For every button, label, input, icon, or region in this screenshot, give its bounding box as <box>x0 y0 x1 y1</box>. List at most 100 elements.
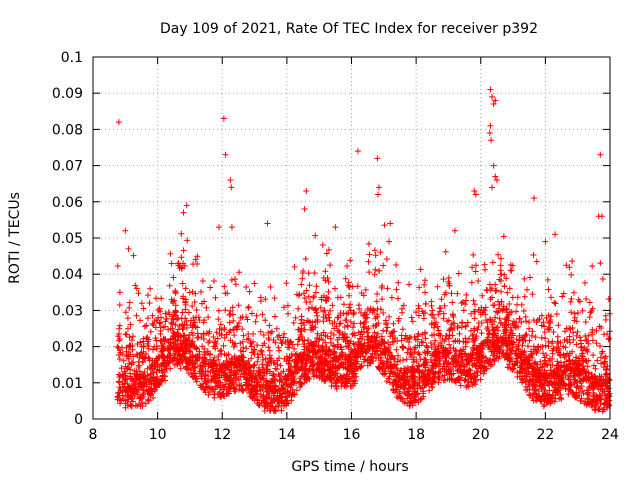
data-point <box>203 330 210 337</box>
data-point <box>133 285 140 292</box>
data-point <box>136 354 143 361</box>
data-point <box>403 365 410 372</box>
data-point <box>343 371 350 378</box>
y-tick-label: 0 <box>74 412 83 428</box>
data-point <box>162 310 169 317</box>
data-point <box>152 386 159 393</box>
data-point <box>283 357 290 364</box>
data-point <box>201 349 208 356</box>
data-point <box>199 277 206 284</box>
data-point <box>243 284 250 291</box>
data-point <box>383 319 390 326</box>
data-point <box>439 349 446 356</box>
data-point <box>523 356 530 363</box>
data-point <box>301 343 308 350</box>
data-point <box>221 334 228 341</box>
data-point <box>216 348 223 355</box>
data-point <box>395 384 402 391</box>
data-point <box>399 326 406 333</box>
data-point <box>346 361 353 368</box>
data-point <box>552 388 559 395</box>
data-point <box>585 398 592 405</box>
data-point <box>166 282 173 289</box>
data-point <box>355 302 362 309</box>
data-point <box>331 318 338 325</box>
data-point <box>146 357 153 364</box>
data-point <box>228 184 235 191</box>
data-point <box>383 328 390 335</box>
data-point <box>478 364 485 371</box>
data-point <box>265 344 272 351</box>
data-point <box>475 365 482 372</box>
data-point <box>470 361 477 368</box>
data-point <box>543 352 550 359</box>
data-point <box>236 269 243 276</box>
data-point <box>494 353 501 360</box>
x-tick-label: 16 <box>343 427 361 443</box>
data-point <box>243 336 250 343</box>
data-point <box>549 382 556 389</box>
data-point <box>443 354 450 361</box>
data-point <box>478 354 485 361</box>
data-point <box>479 364 486 371</box>
data-point <box>473 368 480 375</box>
data-point <box>523 318 530 325</box>
data-point <box>576 371 583 378</box>
data-point <box>312 232 319 239</box>
data-point <box>293 387 300 394</box>
data-point <box>587 309 594 316</box>
data-point <box>574 378 581 385</box>
data-point <box>553 387 560 394</box>
data-point <box>159 345 166 352</box>
data-point <box>387 220 394 227</box>
data-point <box>408 368 415 375</box>
data-point <box>325 366 332 373</box>
data-point <box>332 365 339 372</box>
data-point <box>408 314 415 321</box>
data-point <box>156 382 163 389</box>
data-point <box>322 277 329 284</box>
data-point <box>333 385 340 392</box>
data-point <box>215 356 222 363</box>
data-point <box>445 360 452 367</box>
data-point <box>540 380 547 387</box>
data-point <box>224 390 231 397</box>
data-point <box>573 389 580 396</box>
data-point <box>304 317 311 324</box>
data-point <box>259 366 266 373</box>
data-point <box>325 278 332 285</box>
data-point <box>323 250 330 257</box>
data-point <box>393 286 400 293</box>
data-point <box>138 399 145 406</box>
data-point <box>165 309 172 316</box>
data-point <box>156 367 163 374</box>
data-point <box>248 310 255 317</box>
data-point <box>436 369 443 376</box>
data-point <box>360 324 367 331</box>
data-point <box>156 320 163 327</box>
data-point <box>502 316 509 323</box>
data-point <box>130 359 137 366</box>
data-point <box>189 303 196 310</box>
data-point <box>394 352 401 359</box>
data-point <box>526 362 533 369</box>
data-point <box>336 353 343 360</box>
data-point <box>280 386 287 393</box>
data-point <box>454 367 461 374</box>
data-point <box>542 357 549 364</box>
data-point <box>216 224 223 231</box>
data-point <box>116 325 123 332</box>
data-point <box>305 270 312 277</box>
data-point <box>189 360 196 367</box>
data-point <box>395 315 402 322</box>
data-point <box>440 310 447 317</box>
data-point <box>409 390 416 397</box>
data-point <box>466 335 473 342</box>
x-tick-label: 14 <box>278 427 296 443</box>
x-tick-label: 12 <box>213 427 231 443</box>
data-point <box>266 322 273 329</box>
data-point <box>509 358 516 365</box>
data-point <box>192 363 199 370</box>
data-point <box>195 314 202 321</box>
data-point <box>321 347 328 354</box>
